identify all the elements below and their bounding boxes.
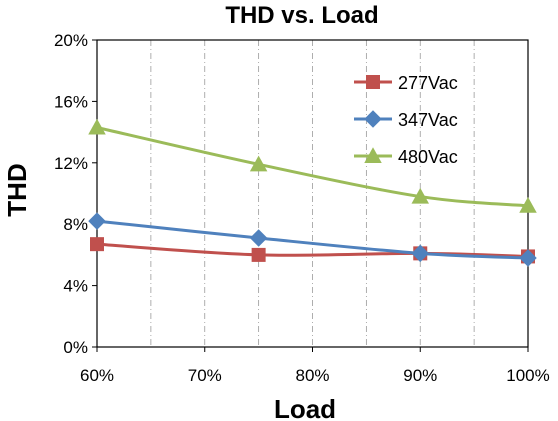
y-tick-label: 0% — [63, 338, 88, 357]
series-line — [96, 126, 529, 208]
data-point-marker — [251, 247, 266, 262]
series-480Vac — [88, 118, 537, 213]
data-point-marker — [519, 197, 537, 213]
data-point-marker — [364, 147, 382, 163]
y-tick-label: 16% — [54, 92, 88, 111]
x-tick-label: 80% — [295, 366, 329, 385]
series-layer — [88, 118, 537, 267]
y-axis-ticks: 0% 4% 8% 12% 16% 20% — [54, 31, 97, 357]
data-point-marker — [411, 187, 429, 204]
x-tick-label: 90% — [403, 366, 437, 385]
y-tick-label: 8% — [63, 215, 88, 234]
x-tick-label: 60% — [80, 366, 114, 385]
chart-title: THD vs. Load — [225, 2, 378, 29]
legend-label: 480Vac — [398, 147, 458, 167]
series-347Vac — [88, 212, 537, 267]
y-axis-title: THD — [2, 163, 32, 216]
data-point-marker — [249, 229, 268, 247]
data-point-marker — [364, 110, 382, 128]
data-point-marker — [88, 212, 106, 230]
x-axis-title: Load — [274, 394, 336, 421]
legend-label: 277Vac — [398, 73, 458, 93]
legend-label: 347Vac — [398, 110, 458, 130]
y-tick-label: 12% — [54, 154, 88, 173]
x-axis-ticks: 60% 70% 80% 90% 100% — [80, 347, 550, 385]
x-tick-label: 70% — [188, 366, 222, 385]
y-tick-label: 20% — [54, 31, 88, 50]
data-point-marker — [88, 118, 106, 135]
legend: 277Vac 347Vac 480Vac — [354, 73, 458, 167]
series-line — [96, 219, 529, 260]
legend-item: 480Vac — [354, 147, 458, 167]
series-line — [96, 242, 529, 258]
legend-item: 347Vac — [354, 110, 458, 130]
x-tick-label: 100% — [506, 366, 549, 385]
legend-item: 277Vac — [354, 73, 458, 93]
data-point-marker — [411, 244, 429, 263]
data-point-marker — [249, 155, 268, 172]
y-tick-label: 4% — [63, 277, 88, 296]
data-point-marker — [90, 237, 104, 252]
data-point-marker — [519, 249, 537, 267]
data-point-marker — [366, 75, 380, 89]
